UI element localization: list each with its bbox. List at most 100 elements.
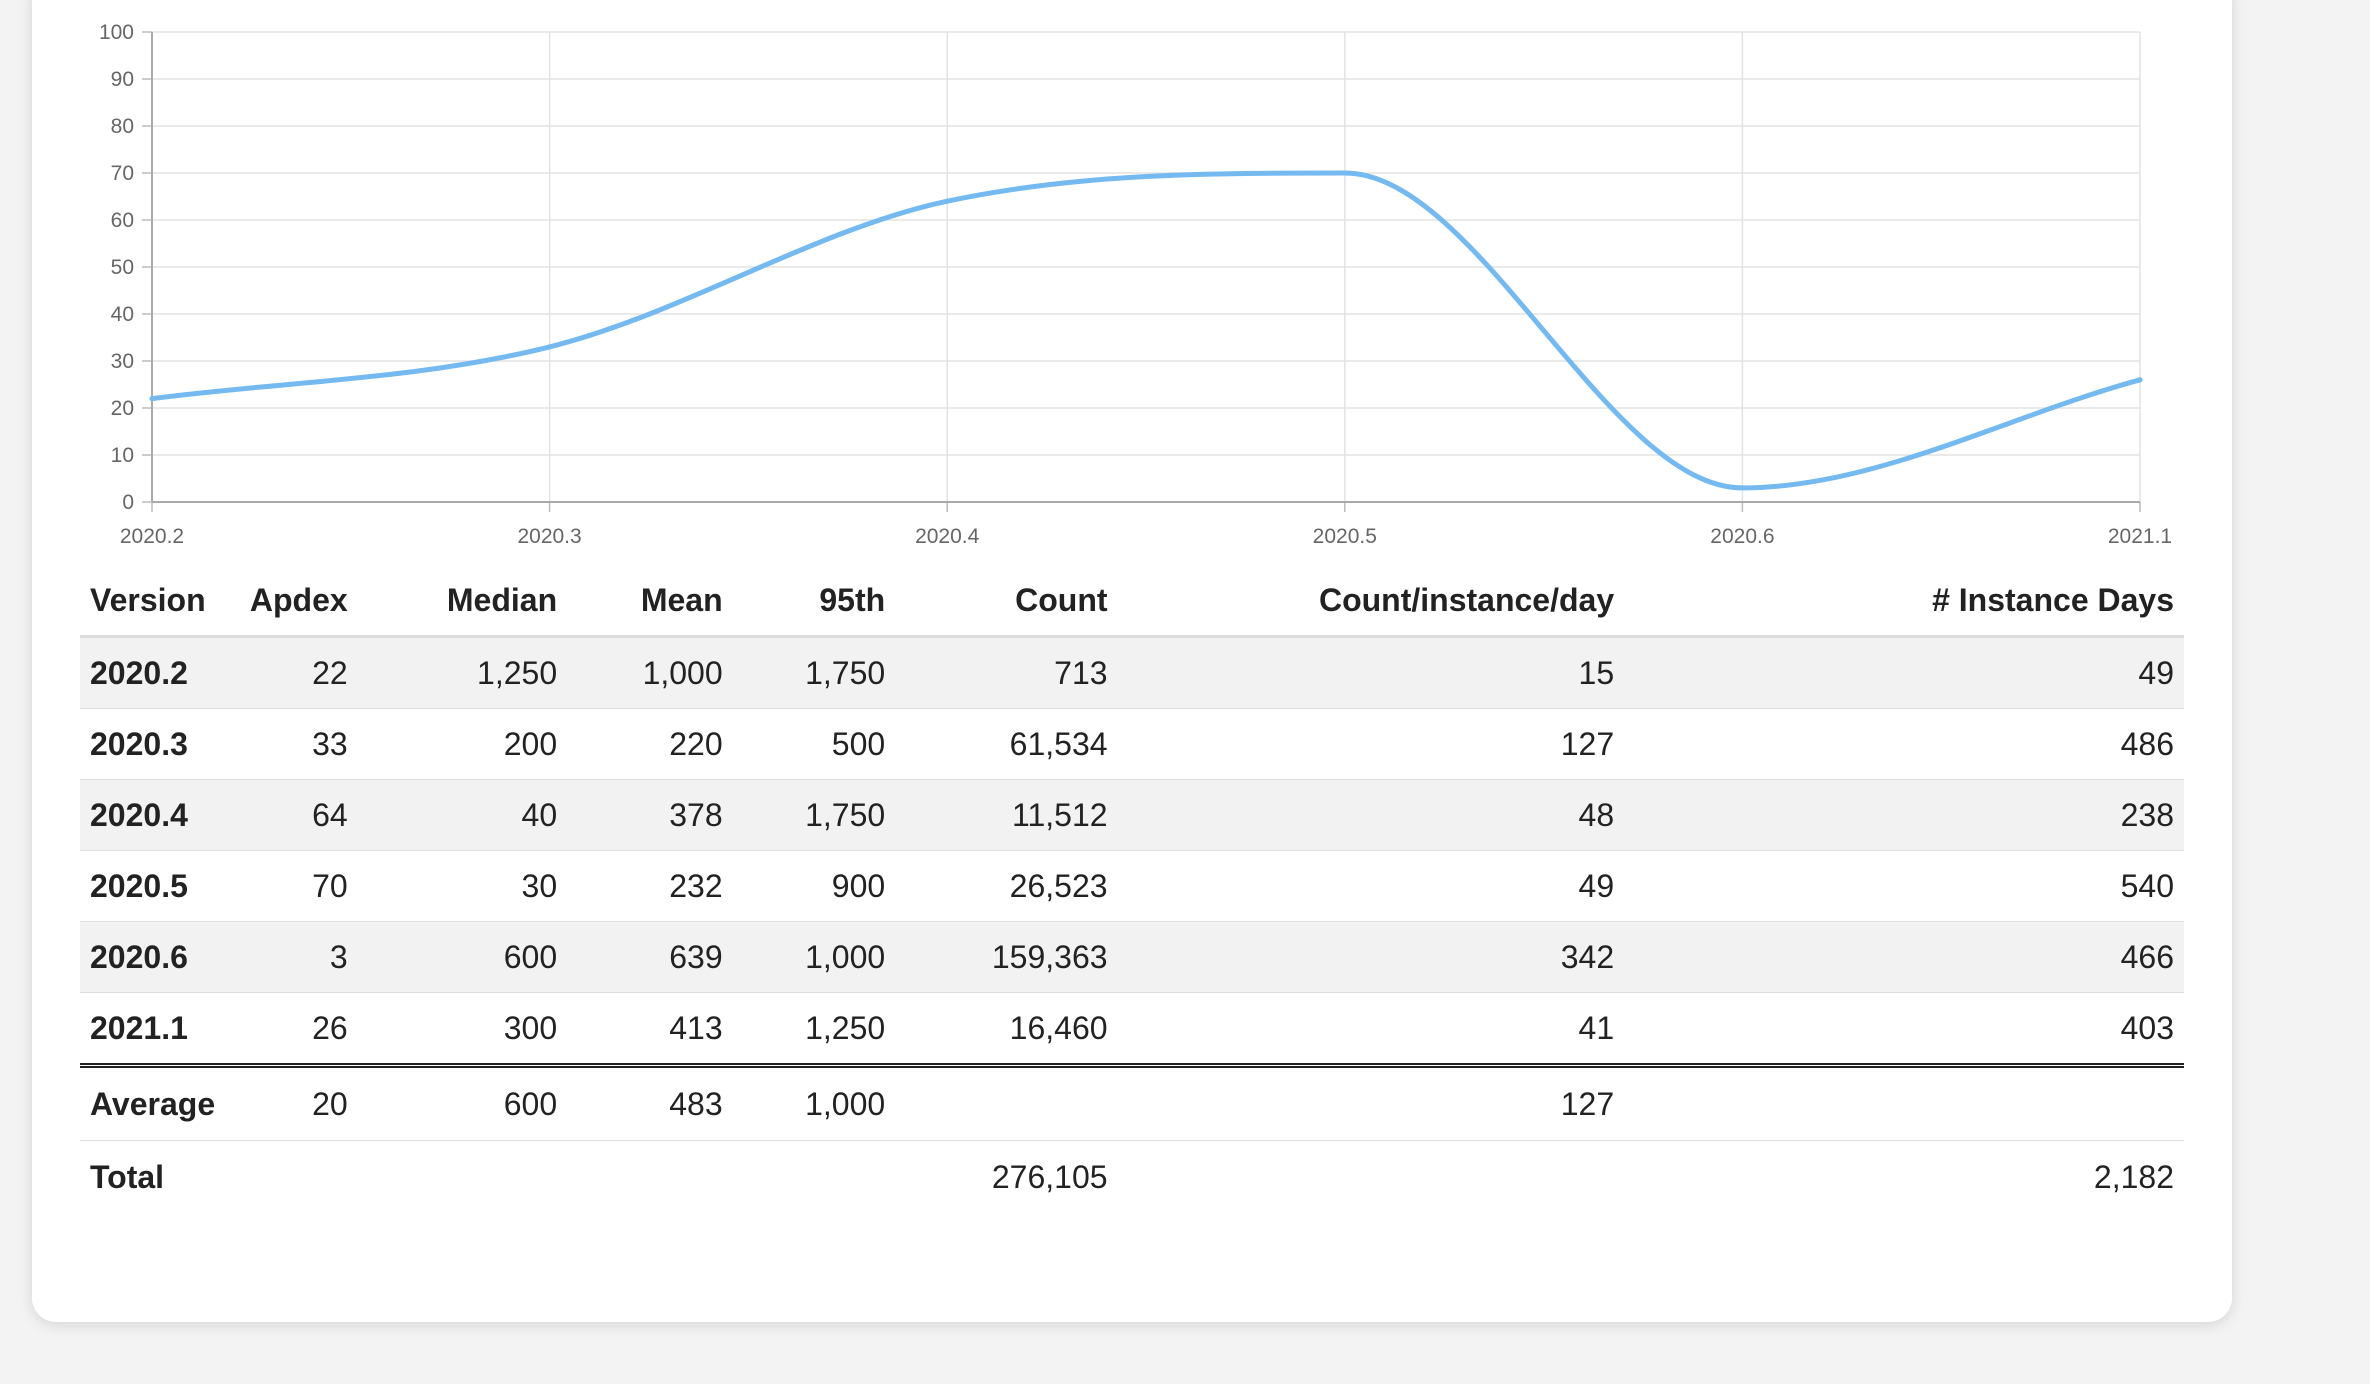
cell-instance-days: 540 [1624,850,2184,922]
cell-version: 2020.4 [80,779,240,851]
y-tick-label: 10 [111,444,134,467]
col-header-apdex[interactable]: Apdex [239,565,358,638]
cell-median: 600 [357,1065,568,1141]
cell-version: 2020.5 [80,850,240,922]
cell-instance-days: 2,182 [2093,1158,2174,1195]
cell-apdex: 3 [239,921,358,993]
x-tick-label: 2020.5 [1313,525,1377,548]
cell-count-per-instance-day: 49 [1117,850,1625,922]
data-point [1342,170,1348,176]
cell-count [895,1065,1118,1141]
cell-p95 [733,1141,896,1214]
col-header-count-per-instance-day[interactable]: Count/instance/day [1117,565,1625,638]
data-point [149,396,155,402]
cell-count-per-instance-day: 127 [1117,708,1625,780]
cell-version: 2020.6 [80,921,240,993]
cell-count-per-instance-day: 48 [1117,779,1625,851]
y-tick-label: 80 [111,115,134,138]
cell-mean: 639 [567,921,733,993]
cell-version: Total [90,1158,165,1195]
cell-count: 276,105 [991,1158,1108,1195]
cell-instance-days: 466 [1624,921,2184,993]
col-header-version[interactable]: Version [80,565,240,638]
y-tick-label: 50 [111,256,134,279]
cell-apdex: 70 [239,850,358,922]
cell-count-per-instance-day: 15 [1117,636,1625,709]
cell-p95: 1,000 [732,1065,896,1141]
cell-median: 30 [357,850,568,922]
x-tick-label: 2020.3 [517,525,581,548]
data-point [547,344,553,350]
cell-count-per-instance-day: 41 [1117,992,1625,1068]
cell-apdex: 64 [239,779,358,851]
cell-median: 200 [357,708,568,780]
y-tick-label: 30 [111,350,134,373]
data-point [1739,485,1745,491]
y-tick-label: 0 [122,491,134,514]
cell-median: 40 [357,779,568,851]
table-row: 2020.6 3 600 639 1,000 159,363 342 466 [80,921,2184,993]
cell-mean: 413 [567,992,733,1068]
x-tick-label: 2020.2 [120,525,184,548]
x-tick-label: 2020.6 [1710,525,1774,548]
cell-count: 11,512 [895,779,1118,851]
apdex-chart: 0 10 20 30 40 50 60 70 80 90 100 2020.2 2020.3 2020.4… [32,0,2232,560]
summary-row: Average 20 600 483 1,000 127 [80,1065,2184,1141]
report-card: 0 10 20 30 40 50 60 70 80 90 100 2020.2 2020.3 2020.4… [32,0,2232,1322]
col-header-95th[interactable]: 95th [732,565,896,638]
table-row: 2020.3 33 200 220 500 61,534 127 486 [80,708,2184,780]
cell-instance-days: 238 [1624,779,2184,851]
cell-version: 2020.3 [80,708,240,780]
cell-count-per-instance-day: 127 [1117,1065,1625,1141]
y-tick-label: 40 [111,303,134,326]
col-header-mean[interactable]: Mean [567,565,733,638]
cell-instance-days [1624,1065,2184,1141]
col-header-median[interactable]: Median [357,565,568,638]
table-footer: Average 20 600 483 1,000 127 Total 276,105 2,182 [80,1065,2184,1214]
cell-version: 2020.2 [80,636,240,709]
cell-mean [567,1141,733,1214]
table-row: 2021.1 26 300 413 1,250 16,460 41 403 [80,992,2184,1068]
cell-mean: 220 [567,708,733,780]
cell-count: 16,460 [895,992,1118,1068]
y-tick-label: 60 [111,209,134,232]
cell-count: 159,363 [895,921,1118,993]
cell-count-per-instance-day [1118,1141,1625,1214]
y-tick-label: 70 [111,162,134,185]
col-header-instance-days[interactable]: # Instance Days [1624,565,2184,638]
cell-mean: 378 [567,779,733,851]
cell-p95: 1,750 [732,636,896,709]
cell-instance-days: 403 [1624,992,2184,1068]
cell-count: 61,534 [895,708,1118,780]
cell-mean: 232 [567,850,733,922]
col-header-count[interactable]: Count [895,565,1118,638]
cell-count: 26,523 [895,850,1118,922]
cell-instance-days: 49 [1624,636,2184,709]
table-row: 2020.2 22 1,250 1,000 1,750 713 15 49 [80,636,2184,709]
cell-count-per-instance-day: 342 [1117,921,1625,993]
cell-p95: 1,250 [732,992,896,1068]
table-row: 2020.4 64 40 378 1,750 11,512 48 238 [80,779,2184,851]
table-header: Version Apdex Median Mean 95th Count Cou… [80,565,2184,638]
cell-mean: 483 [567,1065,733,1141]
y-tick-label: 90 [111,68,134,91]
table-body: 2020.2 22 1,250 1,000 1,750 713 15 49 2020.3 33 20… [80,636,2184,1068]
cell-median [358,1141,567,1214]
cell-median: 600 [357,921,568,993]
cell-mean: 1,000 [567,636,733,709]
y-tick-label: 20 [111,397,134,420]
cell-version: 2021.1 [80,992,240,1068]
cell-p95: 500 [732,708,896,780]
cell-median: 300 [357,992,568,1068]
cell-version: Average [80,1065,240,1141]
cell-p95: 1,000 [732,921,896,993]
series-line [149,170,2143,491]
version-stats-table: Version Apdex Median Mean 95th Count Cou… [80,565,2184,1213]
line-chart: 0 10 20 30 40 50 60 70 80 90 100 2020.2 2020.3 2020.4… [99,21,2172,548]
cell-apdex: 22 [239,636,358,709]
data-point [944,198,950,204]
data-point [2137,377,2143,383]
cell-apdex: 26 [239,992,358,1068]
summary-row: Total 276,105 2,182 [80,1141,2184,1214]
cell-apdex: 20 [239,1065,358,1141]
